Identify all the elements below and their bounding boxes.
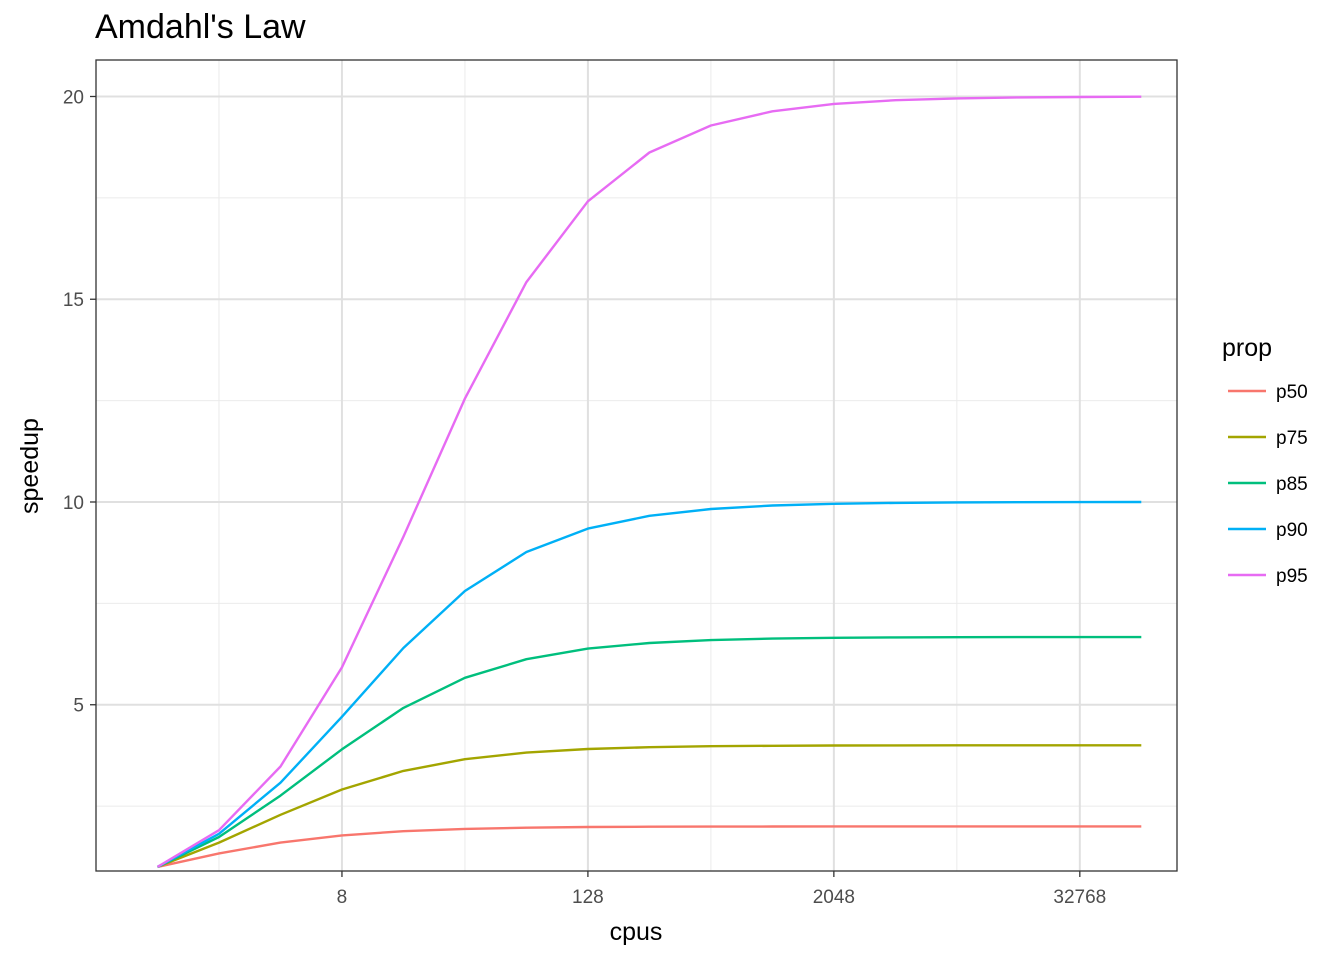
x-tick-label: 128 — [572, 887, 604, 908]
legend-label-p95: p95 — [1276, 566, 1308, 587]
grid-major — [96, 60, 1177, 871]
x-axis-title: cpus — [610, 918, 663, 946]
series-line-p85 — [156, 635, 1142, 868]
x-axis: 8 128 2048 32768 — [337, 871, 1106, 908]
legend-label-p75: p75 — [1276, 428, 1308, 449]
legend-label-p50: p50 — [1276, 382, 1308, 403]
plot-border — [95, 59, 1178, 872]
x-tick-label: 32768 — [1053, 887, 1106, 908]
y-tick-label: 20 — [63, 87, 84, 108]
legend-label-p85: p85 — [1276, 474, 1308, 495]
y-tick-label: 10 — [63, 493, 84, 514]
series-line-p50 — [157, 825, 1142, 869]
series-line-p90 — [156, 500, 1142, 868]
series-lines — [156, 95, 1142, 869]
x-tick-label: 8 — [337, 887, 348, 908]
plot-panel — [96, 60, 1177, 871]
grid-minor — [96, 60, 1177, 871]
y-tick-label: 5 — [73, 696, 84, 717]
y-axis: 5 10 15 20 — [63, 87, 96, 717]
series-line-p75 — [157, 744, 1142, 869]
chart-title: Amdahl's Law — [95, 8, 306, 46]
y-axis-title: speedup — [16, 418, 44, 514]
series-line-p95 — [156, 95, 1142, 868]
y-tick-label: 15 — [63, 290, 84, 311]
legend-title: prop — [1222, 334, 1272, 362]
legend: prop p50 p75 p85 p90 p95 — [1222, 334, 1308, 587]
x-tick-label: 2048 — [813, 887, 855, 908]
legend-label-p90: p90 — [1276, 520, 1308, 541]
